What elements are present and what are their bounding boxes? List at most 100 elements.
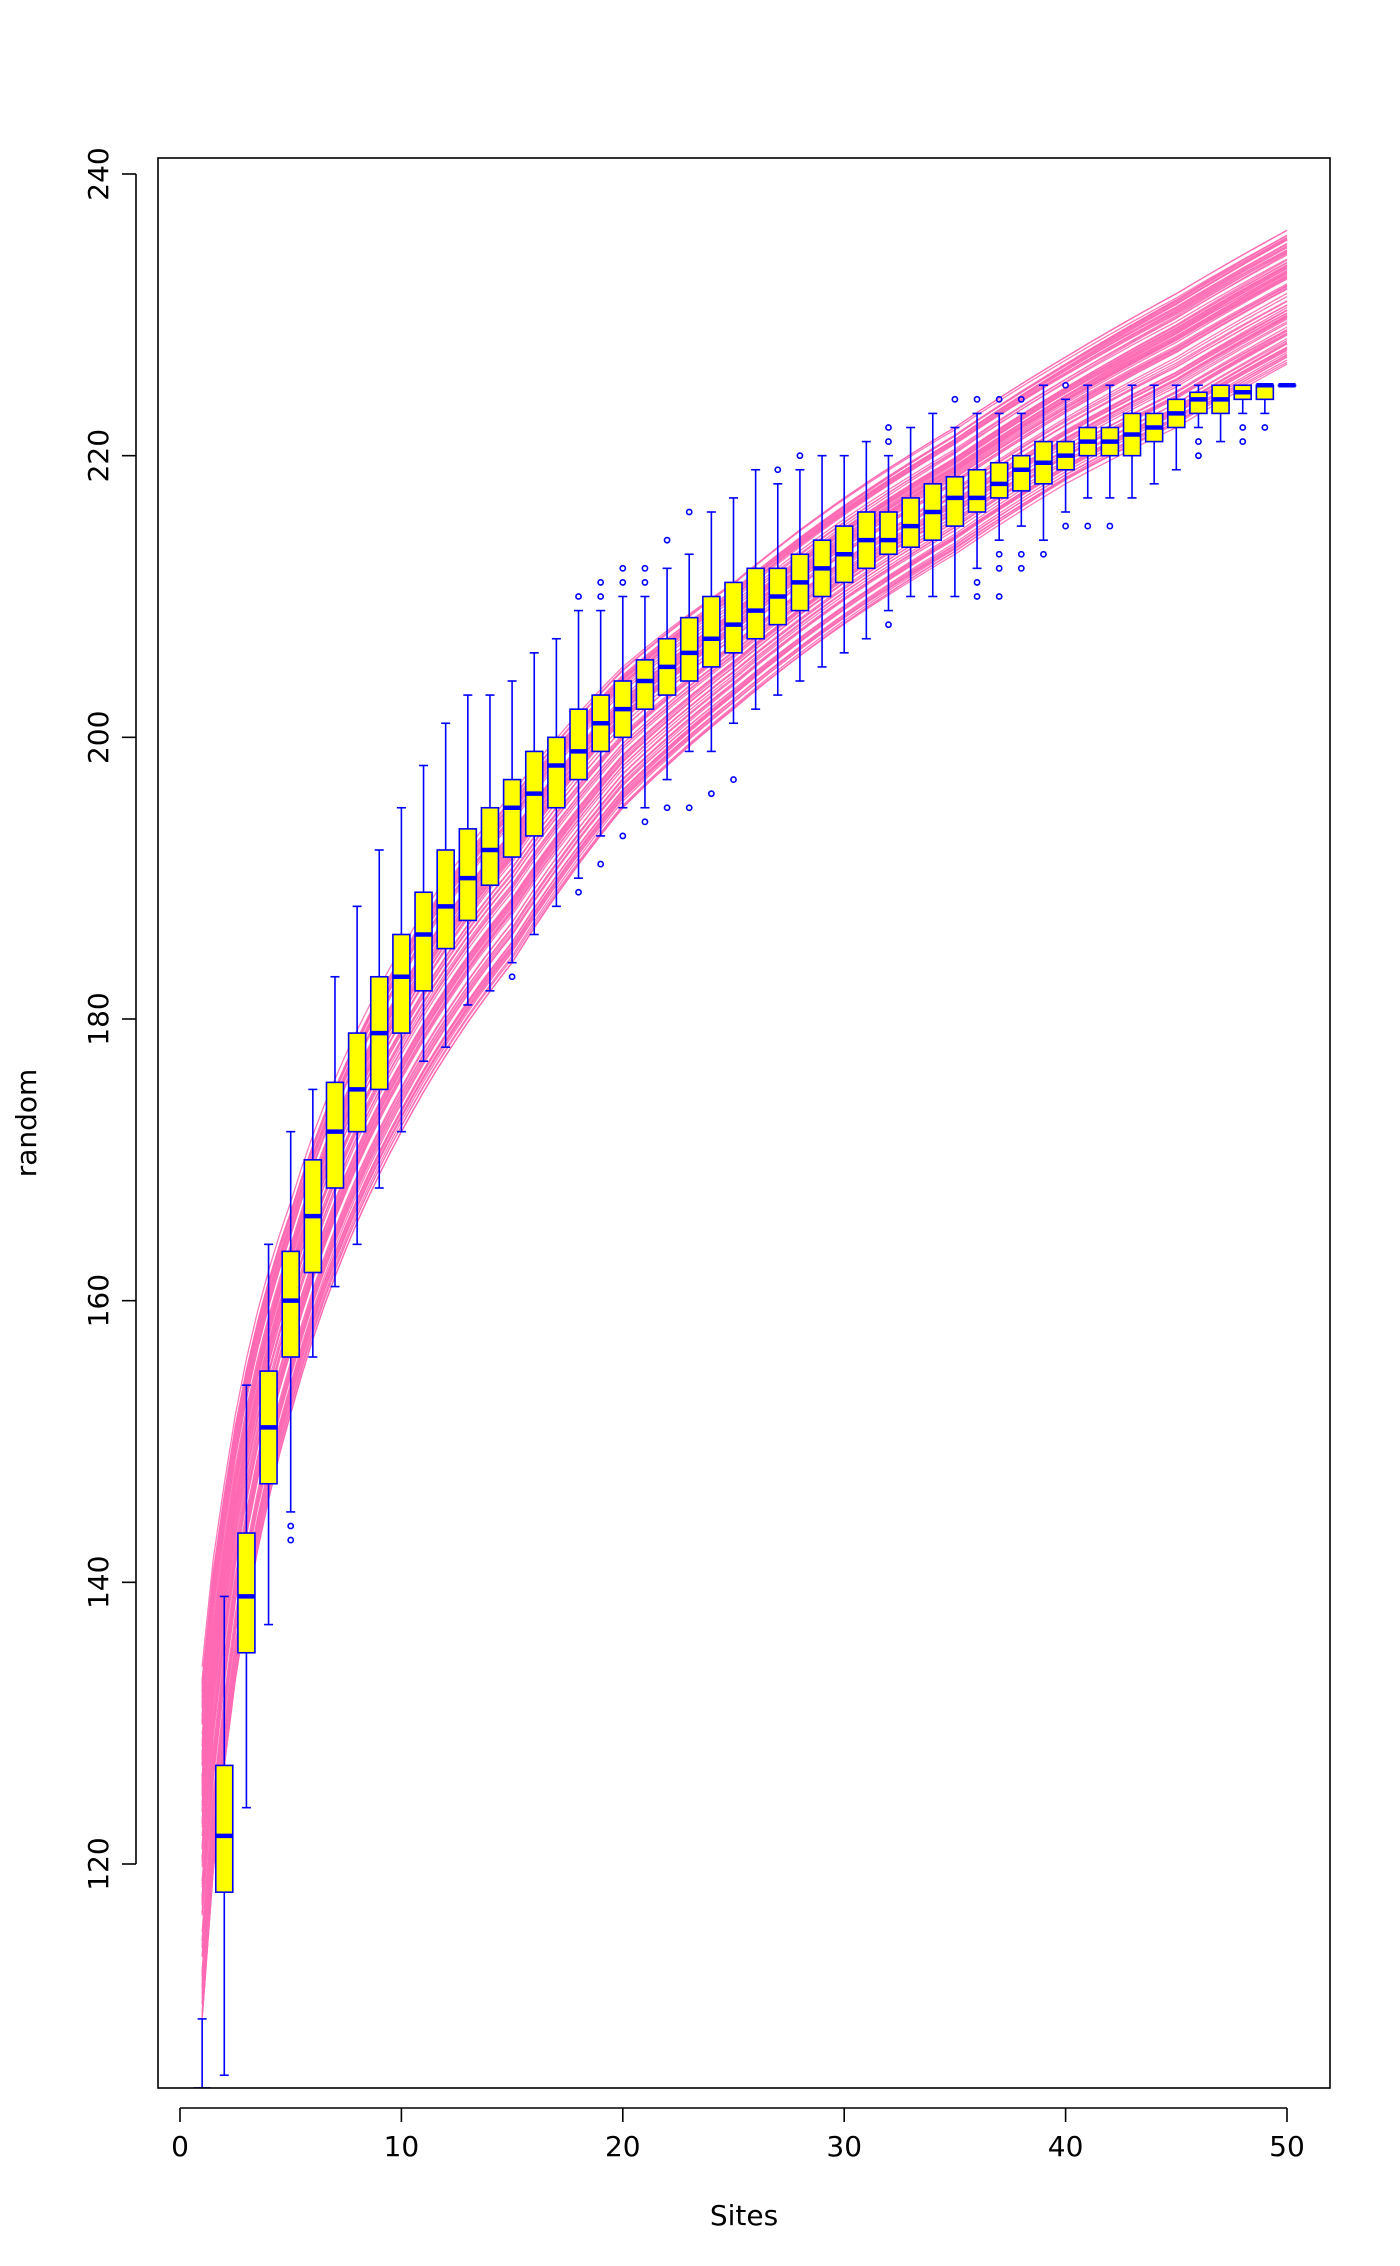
boxplot-site-43: [1122, 384, 1142, 499]
outlier-point: [973, 395, 981, 403]
boxplot-site-35: [945, 395, 965, 598]
y-tick-label: 200: [82, 711, 115, 764]
y-tick-label: 220: [82, 429, 115, 482]
x-tick-label: 50: [1269, 2130, 1305, 2163]
iqr-box: [458, 828, 478, 922]
boxplots: [193, 381, 1297, 2090]
x-tick-label: 30: [826, 2130, 862, 2163]
boxplot-site-9: [369, 849, 389, 1189]
accumulation-curve: [201, 262, 1288, 1747]
outlier-point: [973, 593, 981, 600]
iqr-box: [392, 933, 411, 1034]
y-axis-label: random: [10, 1069, 43, 1178]
accumulation-curve: [201, 252, 1288, 1767]
boxplot-site-41: [1078, 384, 1098, 530]
boxplot-site-37: [989, 395, 1009, 600]
iqr-box: [480, 806, 500, 887]
iqr-box: [679, 616, 699, 682]
outlier-point: [575, 888, 582, 896]
accumulation-curve: [201, 314, 1288, 1901]
iqr-box: [502, 778, 522, 858]
boxplot-site-45: [1167, 384, 1186, 471]
boxplot-site-38: [1012, 395, 1031, 572]
outlier-point: [885, 438, 892, 445]
boxplot-site-42: [1100, 384, 1120, 530]
outlier-point: [1261, 424, 1269, 431]
outlier-point: [951, 395, 959, 403]
outlier-point: [730, 776, 737, 783]
y-tick-label: 180: [82, 992, 115, 1045]
boxplot-site-14: [480, 694, 500, 992]
outlier-point: [1195, 452, 1202, 460]
accumulation-curve: [201, 250, 1288, 1756]
accumulation-curve: [201, 249, 1288, 1698]
boxplot-site-4: [259, 1243, 278, 1626]
accumulation-curve: [201, 272, 1288, 1760]
accumulation-curve: [201, 275, 1288, 1766]
boxplot-site-23: [679, 508, 699, 812]
boxplot-site-49: [1255, 383, 1275, 431]
outlier-point: [597, 579, 605, 586]
outlier-point: [973, 579, 981, 586]
accumulation-curve: [201, 245, 1288, 1721]
accumulation-curve: [201, 259, 1288, 1779]
iqr-box: [967, 468, 987, 513]
boxplot-site-24: [702, 511, 721, 798]
outlier-point: [1195, 438, 1202, 445]
x-tick-label: 0: [171, 2130, 189, 2163]
boxplot-site-7: [325, 975, 345, 1288]
boxplot-site-13: [458, 694, 478, 1006]
boxplot-site-48: [1233, 384, 1253, 445]
boxplot-site-39: [1034, 384, 1053, 558]
y-tick-label: 120: [82, 1837, 115, 1890]
accumulation-curve: [201, 238, 1288, 1725]
boxplot-site-46: [1189, 384, 1208, 460]
accumulation-curve: [201, 234, 1288, 1716]
boxplot-site-26: [746, 468, 765, 710]
boxplot-site-32: [879, 424, 898, 629]
boxplot-site-15: [502, 680, 522, 981]
boxplot-site-47: [1211, 384, 1230, 443]
boxplot-site-16: [524, 652, 544, 936]
outlier-point: [1239, 438, 1247, 445]
outlier-point: [597, 593, 605, 600]
outlier-point: [1017, 550, 1025, 558]
x-tick-label: 40: [1048, 2130, 1084, 2163]
x-tick-label: 20: [605, 2130, 641, 2163]
iqr-box: [194, 2089, 211, 2090]
boxplot-site-28: [790, 452, 810, 682]
x-axis: 0 10 20 30 40 50: [171, 2107, 1305, 2163]
boxplot-site-20: [613, 564, 633, 840]
outlier-point: [995, 593, 1003, 600]
outlier-point: [597, 860, 605, 868]
accumulation-curve: [201, 236, 1288, 1702]
accumulation-curve: [201, 242, 1288, 1699]
outlier-point: [885, 424, 892, 431]
outlier-point: [619, 564, 627, 572]
x-tick-label: 10: [384, 2130, 420, 2163]
outlier-point: [995, 550, 1003, 558]
outlier-point: [1040, 550, 1047, 558]
iqr-box: [635, 659, 655, 710]
boxplot-site-8: [347, 905, 367, 1246]
boxplot-site-31: [857, 440, 876, 640]
iqr-box: [724, 581, 743, 654]
outlier-point: [641, 579, 649, 586]
accumulation-curve: [201, 258, 1288, 1721]
iqr-box: [879, 511, 898, 556]
iqr-box: [569, 708, 588, 781]
iqr-box: [746, 567, 765, 640]
accumulation-curve: [201, 238, 1288, 1725]
outlier-point: [995, 395, 1003, 403]
plot-frame: [157, 157, 1331, 2089]
iqr-box: [347, 1032, 367, 1133]
accumulation-curve: [201, 249, 1288, 1681]
outlier-point: [619, 832, 627, 840]
accumulation-curve: [201, 330, 1288, 1973]
boxplot-site-27: [768, 466, 788, 696]
outlier-point: [685, 804, 693, 812]
outlier-point: [1017, 564, 1025, 572]
outlier-point: [663, 804, 671, 812]
boxplot-site-44: [1144, 384, 1164, 485]
iqr-box: [237, 1532, 256, 1654]
